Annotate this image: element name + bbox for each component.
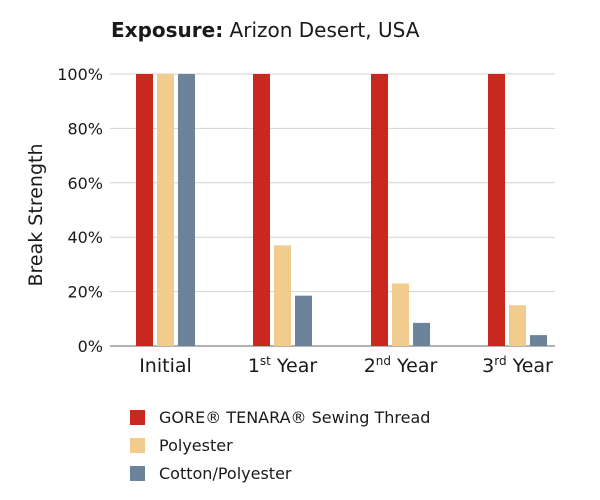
legend: GORE® TENARA® Sewing Thread Polyester Cott… bbox=[130, 404, 430, 488]
x-tick-label: 2nd Year bbox=[364, 354, 438, 377]
legend-label: Polyester bbox=[159, 435, 233, 455]
legend-item: Cotton/Polyester bbox=[130, 460, 430, 486]
x-tick-label: 1st Year bbox=[248, 354, 318, 377]
bar bbox=[488, 74, 505, 346]
bar bbox=[295, 295, 312, 346]
x-tick-label: 3rd Year bbox=[482, 354, 553, 377]
legend-swatch bbox=[130, 465, 145, 481]
y-axis-label: Break Strength bbox=[25, 144, 47, 287]
bar bbox=[530, 335, 547, 346]
y-tick-label: 0% bbox=[78, 337, 103, 356]
bar bbox=[178, 74, 195, 346]
chart-title-text: Arizon Desert, USA bbox=[229, 18, 420, 42]
legend-swatch bbox=[130, 409, 145, 425]
bar bbox=[392, 283, 409, 346]
y-axis-ticks: 0% 20% 40% 60% 80% 100% bbox=[57, 65, 103, 356]
legend-item: GORE® TENARA® Sewing Thread bbox=[130, 404, 430, 430]
legend-label: GORE® TENARA® Sewing Thread bbox=[159, 407, 431, 427]
bar bbox=[509, 305, 526, 346]
y-tick-label: 40% bbox=[67, 228, 103, 247]
x-tick-label: Initial bbox=[139, 355, 192, 377]
legend-swatch bbox=[130, 437, 145, 453]
bar bbox=[274, 245, 291, 346]
bar bbox=[136, 74, 153, 346]
bar bbox=[157, 74, 174, 346]
legend-label: Cotton/Polyester bbox=[159, 463, 292, 483]
y-tick-label: 100% bbox=[57, 65, 103, 84]
y-tick-label: 20% bbox=[67, 283, 103, 302]
bar bbox=[413, 322, 430, 346]
bar bbox=[371, 74, 388, 346]
bar bbox=[253, 74, 270, 346]
y-tick-label: 80% bbox=[67, 119, 103, 138]
chart-title-prefix: Exposure: bbox=[111, 18, 224, 42]
y-tick-label: 60% bbox=[67, 174, 103, 193]
chart-title: Exposure: Arizon Desert, USA bbox=[111, 18, 419, 42]
x-axis-ticks: Initial 1st Year 2nd Year 3rd Year bbox=[139, 354, 553, 377]
legend-item: Polyester bbox=[130, 432, 430, 458]
bars bbox=[136, 74, 547, 346]
